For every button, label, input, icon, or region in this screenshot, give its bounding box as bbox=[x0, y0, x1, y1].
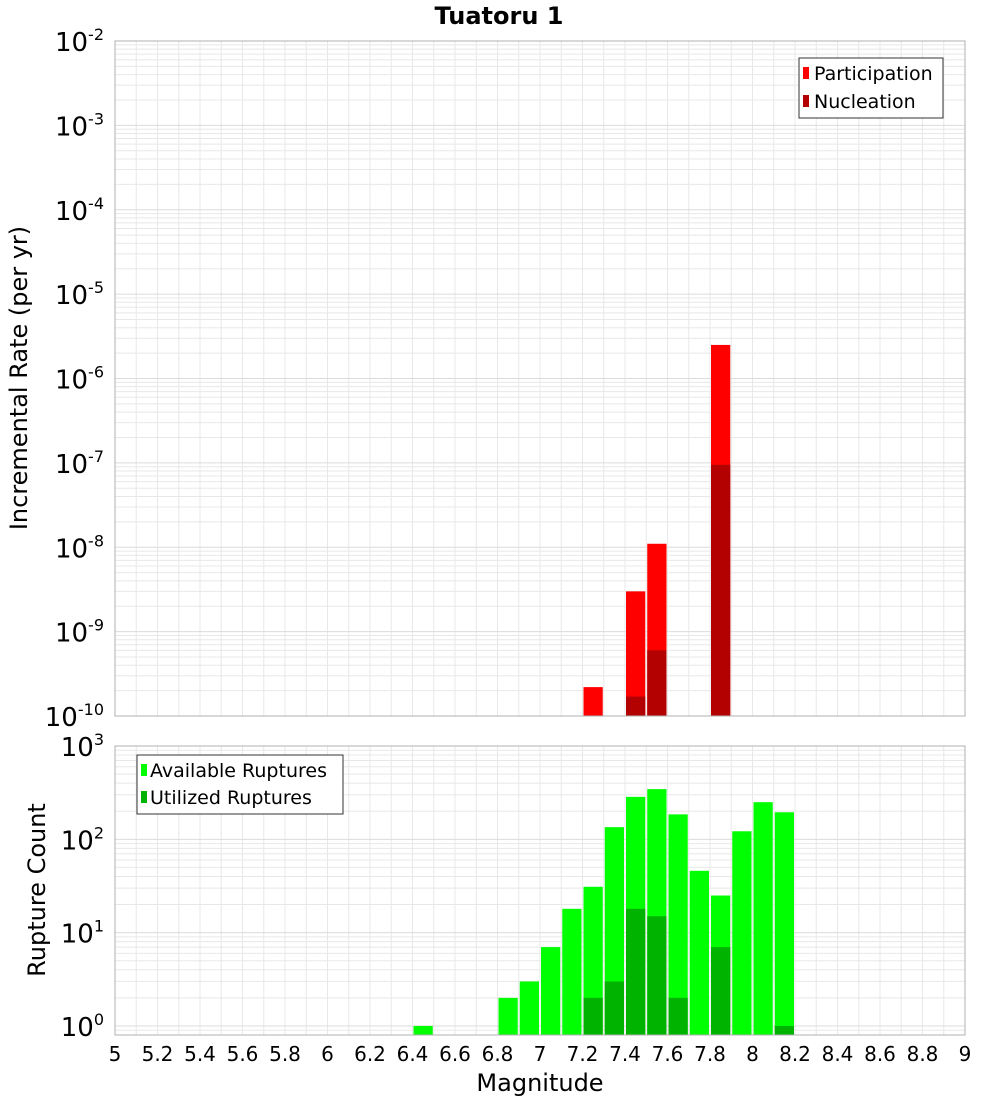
bottom-plot-y-axis-label: Rupture Count bbox=[23, 803, 51, 977]
x-tick-label: 6.6 bbox=[439, 1042, 471, 1066]
nucleation-bar bbox=[711, 464, 731, 716]
top-legend-box bbox=[798, 57, 944, 119]
legend-available-swatch bbox=[141, 764, 147, 776]
x-tick-label: 6.8 bbox=[482, 1042, 514, 1066]
legend-nucleation-swatch bbox=[803, 95, 809, 107]
incremental-rate-plot: 10-2 10-3 10-4 10-5 10-6 10-7 10-8 10-9 10-10 In… bbox=[5, 25, 966, 733]
legend-nucleation-label: Nucleation bbox=[814, 91, 916, 113]
available-ruptures-bar bbox=[753, 802, 773, 1035]
available-ruptures-bar bbox=[562, 908, 582, 1035]
bottom-plot-y-ticks: 103 102 101 100 bbox=[61, 730, 104, 1043]
legend-utilized-swatch bbox=[141, 791, 147, 803]
bottom-plot-grid bbox=[114, 745, 966, 1036]
x-tick-label: 5.6 bbox=[227, 1042, 259, 1066]
legend-available-label: Available Ruptures bbox=[150, 760, 327, 782]
y-tick-label: 10-3 bbox=[55, 109, 104, 142]
x-tick-label: 7.6 bbox=[652, 1042, 684, 1066]
x-tick-label: 5.8 bbox=[269, 1042, 301, 1066]
x-axis-label: Magnitude bbox=[476, 1069, 603, 1097]
bottom-plot-legend: Available Ruptures Utilized Ruptures bbox=[136, 754, 344, 815]
utilized-ruptures-bar bbox=[626, 908, 646, 1035]
nucleation-bar bbox=[647, 650, 667, 716]
x-tick-label: 6 bbox=[321, 1042, 334, 1066]
x-tick-label: 8.2 bbox=[779, 1042, 811, 1066]
participation-bar bbox=[626, 591, 646, 716]
y-tick-label: 10-10 bbox=[45, 700, 104, 733]
y-tick-label: 10-2 bbox=[55, 25, 104, 58]
available-ruptures-bar bbox=[413, 1025, 433, 1035]
x-tick-label: 8.4 bbox=[822, 1042, 854, 1066]
participation-bar bbox=[583, 687, 603, 716]
y-tick-label: 100 bbox=[61, 1010, 104, 1043]
available-ruptures-bar bbox=[689, 870, 709, 1035]
legend-participation-swatch bbox=[803, 67, 809, 79]
y-tick-label: 103 bbox=[61, 730, 104, 763]
y-tick-label: 102 bbox=[61, 823, 104, 856]
y-tick-label: 10-5 bbox=[55, 278, 104, 311]
x-tick-label: 7.4 bbox=[609, 1042, 641, 1066]
top-plot-grid bbox=[114, 40, 966, 717]
available-ruptures-bar bbox=[519, 981, 539, 1035]
nucleation-bar bbox=[626, 696, 646, 716]
available-ruptures-bar bbox=[732, 831, 752, 1035]
x-tick-label: 8.6 bbox=[864, 1042, 896, 1066]
x-tick-label: 6.2 bbox=[354, 1042, 386, 1066]
y-tick-label: 10-8 bbox=[55, 531, 104, 564]
top-plot-y-ticks: 10-2 10-3 10-4 10-5 10-6 10-7 10-8 10-9 10-10 bbox=[45, 25, 104, 733]
x-tick-label: 8 bbox=[746, 1042, 759, 1066]
x-tick-label: 5.2 bbox=[142, 1042, 174, 1066]
x-tick-label: 8.8 bbox=[907, 1042, 939, 1066]
y-tick-label: 10-4 bbox=[55, 194, 104, 227]
x-tick-label: 6.4 bbox=[397, 1042, 429, 1066]
y-tick-label: 10-7 bbox=[55, 447, 104, 480]
utilized-ruptures-bar bbox=[583, 997, 603, 1035]
bottom-plot-frame bbox=[114, 745, 966, 1036]
x-tick-label: 7.2 bbox=[567, 1042, 599, 1066]
top-plot-bars bbox=[583, 344, 731, 716]
available-ruptures-bar bbox=[668, 814, 688, 1035]
bottom-legend-box bbox=[136, 754, 344, 815]
y-tick-label: 101 bbox=[61, 917, 104, 950]
chart-title: Tuatoru 1 bbox=[435, 2, 564, 30]
rupture-count-plot: 103 102 101 100 Rupture Count Available Rup… bbox=[23, 730, 966, 1043]
available-ruptures-bar bbox=[774, 812, 794, 1035]
legend-participation-label: Participation bbox=[814, 63, 933, 85]
top-plot-y-axis-label: Incremental Rate (per yr) bbox=[5, 226, 33, 530]
x-tick-label: 5 bbox=[109, 1042, 122, 1066]
bottom-plot-bars bbox=[413, 789, 794, 1035]
utilized-ruptures-bar bbox=[711, 947, 731, 1035]
top-plot-legend: Participation Nucleation bbox=[798, 57, 944, 119]
utilized-ruptures-bar bbox=[774, 1025, 794, 1035]
x-tick-label: 9 bbox=[959, 1042, 972, 1066]
x-tick-label: 5.4 bbox=[184, 1042, 216, 1066]
legend-utilized-label: Utilized Ruptures bbox=[150, 787, 312, 809]
x-tick-label: 7 bbox=[534, 1042, 547, 1066]
y-tick-label: 10-9 bbox=[55, 616, 104, 649]
x-axis-ticks: 5 5.2 5.4 5.6 5.8 6 6.2 6.4 6.6 6.8 7 7.2 7.4 7.6 7.8 8… bbox=[109, 1042, 972, 1066]
utilized-ruptures-bar bbox=[604, 981, 624, 1035]
available-ruptures-bar bbox=[498, 997, 518, 1035]
utilized-ruptures-bar bbox=[647, 916, 667, 1035]
available-ruptures-bar bbox=[541, 947, 561, 1035]
top-plot-frame bbox=[114, 40, 966, 717]
x-tick-label: 7.8 bbox=[694, 1042, 726, 1066]
y-tick-label: 10-6 bbox=[55, 363, 104, 396]
utilized-ruptures-bar bbox=[668, 997, 688, 1035]
